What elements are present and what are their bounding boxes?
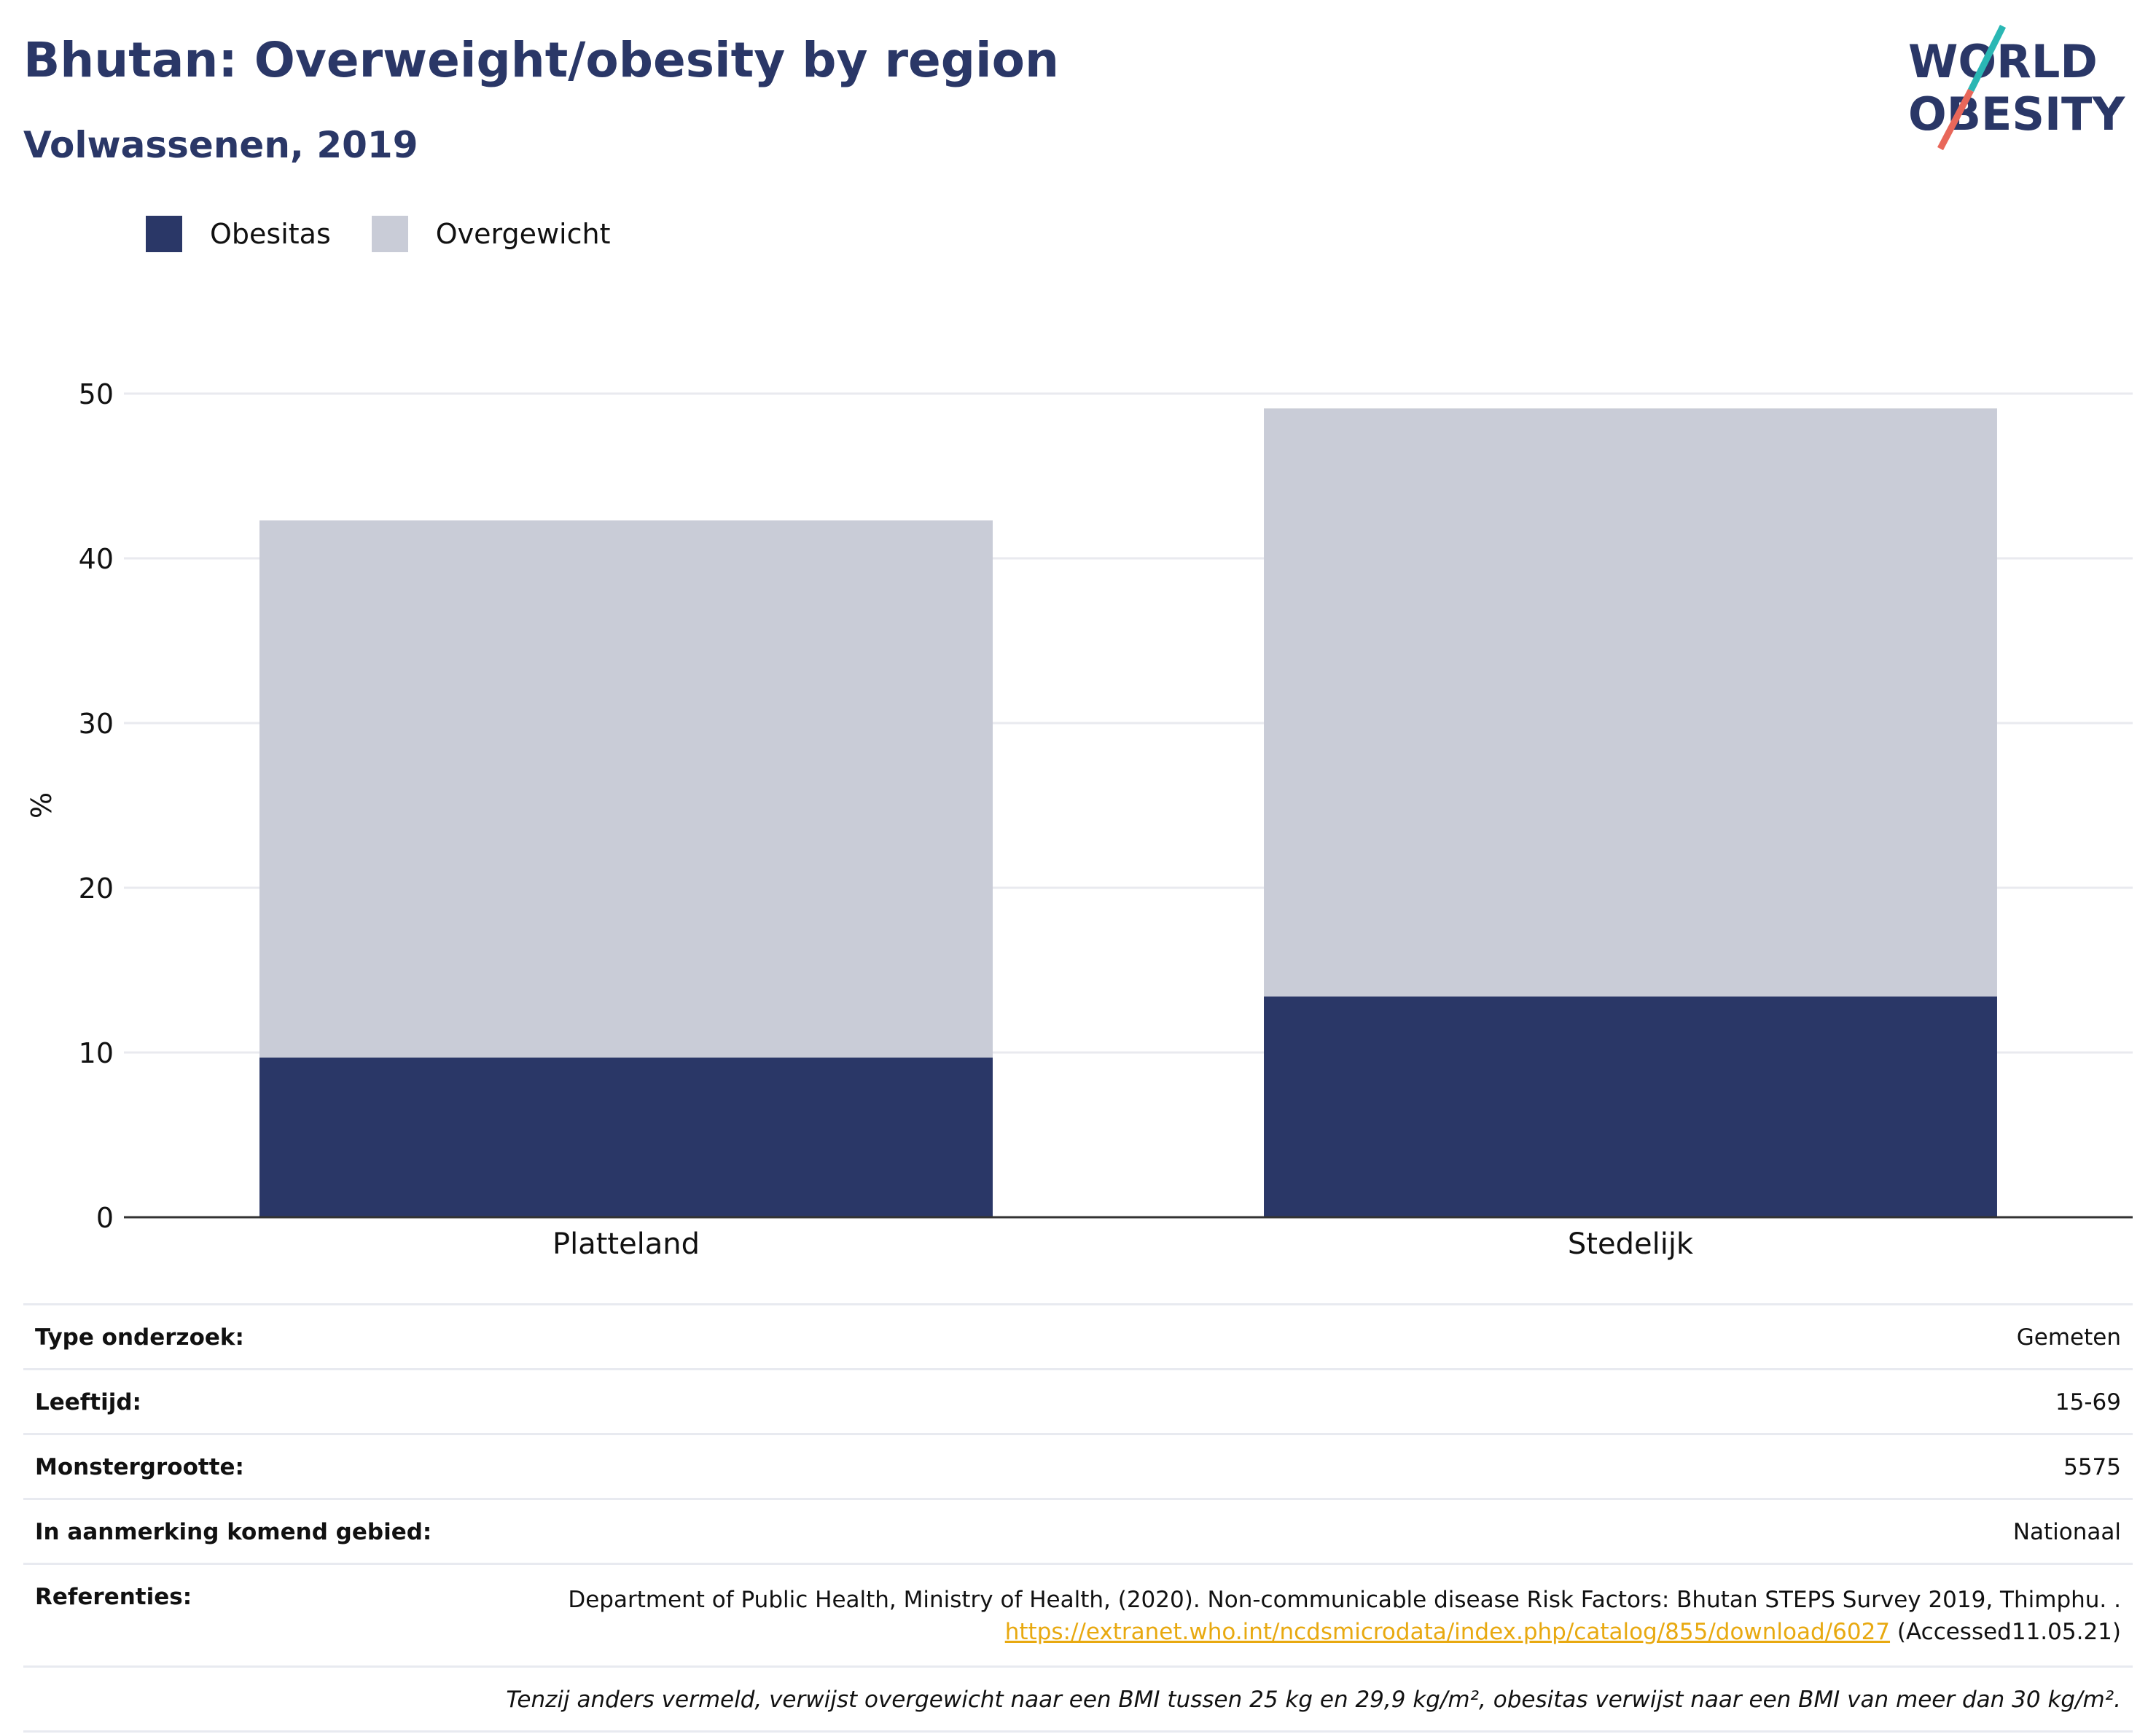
info-row-survey-type: Type onderzoek: Gemeten xyxy=(23,1303,2133,1368)
legend: Obesitas Overgewicht xyxy=(146,216,652,252)
info-row-references: Referenties: Department of Public Health… xyxy=(23,1563,2133,1665)
bar-overgewicht-platteland xyxy=(259,520,993,1058)
info-value: Nationaal xyxy=(2012,1519,2121,1545)
info-label: Leeftijd: xyxy=(35,1389,141,1415)
bar-chart: 0 10 20 30 40 50% Platteland Stedelijk xyxy=(26,378,2133,1261)
info-value: 15-69 xyxy=(2055,1389,2121,1415)
world-obesity-logo: WORLD OBESITY xyxy=(1908,24,2125,151)
info-label: Monstergrootte: xyxy=(35,1454,244,1480)
logo-slash-coral xyxy=(1937,88,1974,151)
chart-title: Bhutan: Overweight/obesity by region xyxy=(23,32,1059,88)
info-label: In aanmerking komend gebied: xyxy=(35,1519,432,1545)
bar-overgewicht-stedelijk xyxy=(1264,408,1997,997)
info-table: Type onderzoek: Gemeten Leeftijd: 15-69 … xyxy=(23,1303,2133,1733)
chart-subtitle: Volwassenen, 2019 xyxy=(23,124,418,166)
y-tick-label: 20 xyxy=(79,872,114,905)
info-value: 5575 xyxy=(2063,1454,2121,1480)
reference-link[interactable]: https://extranet.who.int/ncdsmicrodata/i… xyxy=(1004,1619,1891,1645)
x-tick-label: Stedelijk xyxy=(1568,1227,1694,1261)
y-axis-label: % xyxy=(26,792,58,819)
logo-line2: OBESITY xyxy=(1908,87,2125,141)
info-row-sample-size: Monstergrootte: 5575 xyxy=(23,1433,2133,1498)
legend-item-obesitas[interactable]: Obesitas xyxy=(146,216,331,252)
references-value: Department of Public Health, Ministry of… xyxy=(372,1584,2121,1648)
info-row-area: In aanmerking komend gebied: Nationaal xyxy=(23,1498,2133,1563)
info-value: Gemeten xyxy=(2016,1324,2121,1351)
x-tick-label: Platteland xyxy=(552,1227,700,1261)
y-tick-label: 0 xyxy=(96,1202,114,1234)
y-tick-label: 50 xyxy=(79,378,114,410)
y-tick-label: 10 xyxy=(79,1037,114,1069)
legend-label-overgewicht: Overgewicht xyxy=(435,218,611,250)
y-tick-label: 40 xyxy=(79,543,114,575)
legend-label-obesitas: Obesitas xyxy=(210,218,331,250)
bmi-footnote: Tenzij anders vermeld, verwijst overgewi… xyxy=(23,1665,2133,1733)
bar-obesitas-platteland xyxy=(259,1057,993,1217)
y-tick-label: 30 xyxy=(79,708,114,740)
legend-item-overgewicht[interactable]: Overgewicht xyxy=(371,216,611,252)
info-row-age: Leeftijd: 15-69 xyxy=(23,1368,2133,1433)
bar-obesitas-stedelijk xyxy=(1264,996,1997,1217)
info-label: Type onderzoek: xyxy=(35,1324,244,1351)
reference-text: Department of Public Health, Ministry of… xyxy=(568,1587,2121,1613)
logo-slash-teal xyxy=(1967,24,2007,93)
reference-accessed: (Accessed11.05.21) xyxy=(1897,1619,2121,1645)
logo-line1: WORLD xyxy=(1908,35,2098,88)
legend-swatch-overgewicht xyxy=(371,216,408,252)
legend-swatch-obesitas xyxy=(146,216,182,252)
info-label: Referenties: xyxy=(35,1584,192,1610)
